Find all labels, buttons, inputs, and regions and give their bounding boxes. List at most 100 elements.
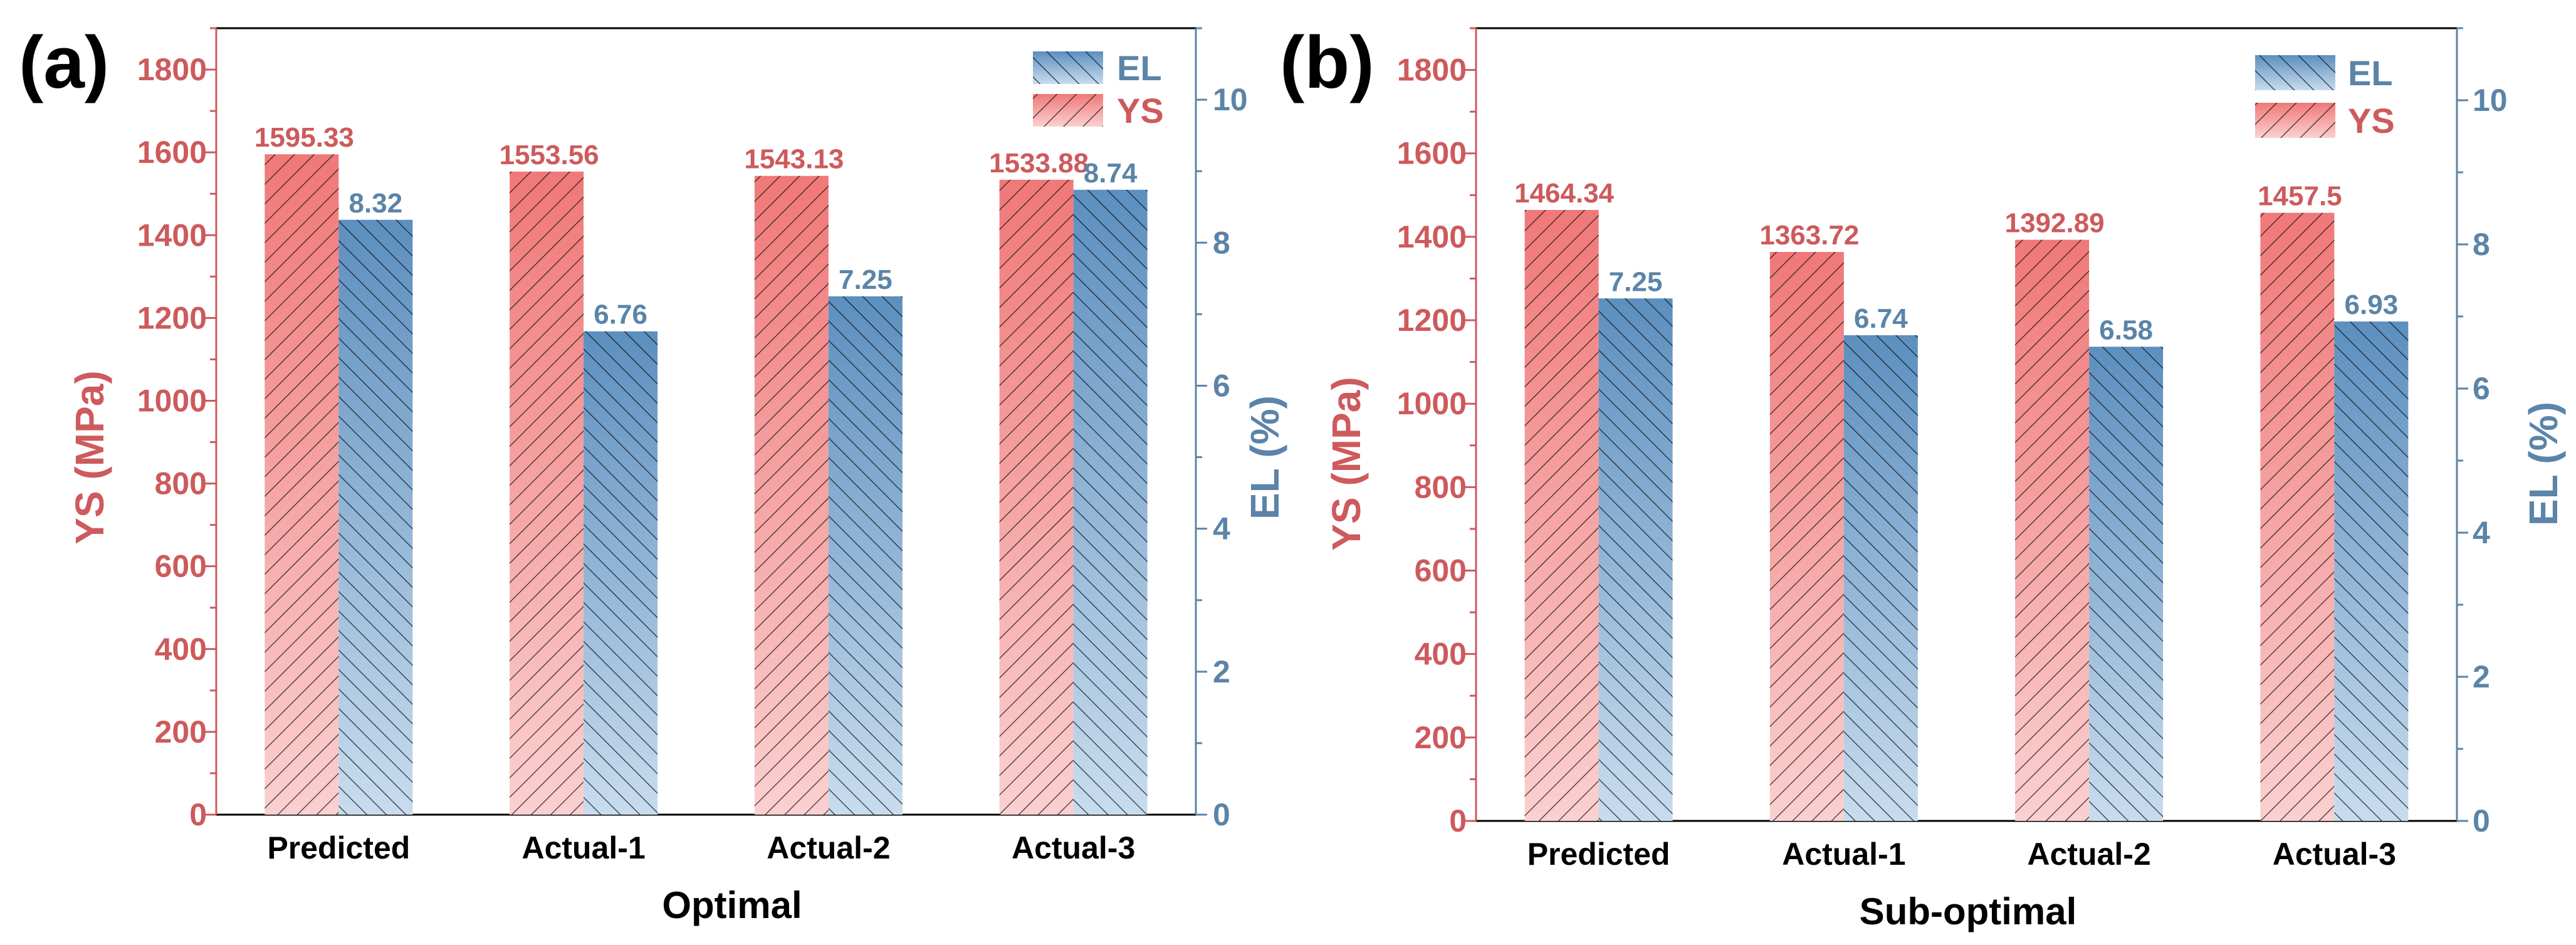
ys-bar-label: 1533.88 [989, 148, 1089, 179]
panel-a-categories: Predicted Actual-1 Actual-2 Actual-3 [267, 830, 1135, 865]
left-tick-label: 200 [155, 714, 207, 749]
category-label: Actual-3 [2273, 837, 2396, 872]
left-tick-label: 1800 [1397, 53, 1467, 88]
category-label: Actual-2 [767, 830, 890, 865]
left-tick-label: 600 [1415, 553, 1467, 588]
el-bar-hatch [338, 219, 413, 815]
left-tick-label: 1600 [1397, 136, 1467, 171]
right-tick-label: 2 [2473, 659, 2490, 694]
panel-b-categories: Predicted Actual-1 Actual-2 Actual-3 [1527, 837, 2396, 872]
ys-bar-label: 1457.5 [2258, 181, 2342, 212]
ys-bar-hatch [2260, 212, 2335, 822]
right-tick-label: 0 [2473, 803, 2490, 838]
el-bar-label: 7.25 [1609, 266, 1663, 297]
panel-a-legend: EL YS [1033, 48, 1164, 130]
el-bar-hatch [1598, 298, 1673, 821]
panel-b-ylabel-right: EL (%) [2521, 402, 2566, 526]
el-bar-label: 7.25 [839, 264, 893, 295]
el-bar-hatch [2089, 347, 2164, 821]
el-bar-hatch [584, 331, 658, 815]
left-tick-label: 600 [155, 549, 207, 584]
panel-b-legend: EL YS [2255, 53, 2395, 140]
left-tick-label: 200 [1415, 720, 1467, 755]
el-bar-hatch [1843, 335, 1918, 821]
left-tick-label: 0 [1449, 803, 1467, 838]
el-bar-hatch [2334, 321, 2409, 821]
left-tick-label: 1600 [137, 135, 207, 170]
ys-bar-hatch [510, 171, 584, 815]
panel-b-legend-ys-hatch [2255, 103, 2335, 138]
category-label: Predicted [1527, 837, 1670, 872]
ys-bar-label: 1543.13 [744, 144, 844, 175]
panel-a-letter: (a) [19, 21, 109, 104]
panel-a-legend-el-hatch [1033, 51, 1103, 84]
left-tick-label: 400 [1415, 637, 1467, 672]
ys-bar-label: 1595.33 [254, 122, 354, 153]
left-tick-label: 1200 [137, 300, 207, 335]
panel-a-legend-ys-label: YS [1117, 91, 1164, 130]
panel-a-xlabel: Optimal [662, 884, 802, 926]
panel-b-left-ticks: 0 200 400 600 800 1000 1200 1400 1600 1800 [1397, 27, 1476, 838]
ys-bar-hatch [1769, 252, 1844, 822]
left-tick-label: 0 [189, 797, 207, 832]
el-bar-label: 6.58 [2099, 315, 2153, 345]
chart-panel-a: (a) 0 200 400 600 800 1000 1200 1400 1600 1800 0 2… [19, 21, 1287, 926]
panel-a-right-ticks: 0 2 4 6 8 10 [1196, 27, 1248, 832]
right-tick-label: 6 [2473, 371, 2490, 406]
ys-bar-label: 1553.56 [500, 140, 599, 170]
right-tick-label: 2 [1213, 654, 1230, 689]
panel-b-legend-ys-label: YS [2348, 101, 2395, 140]
left-tick-label: 1400 [1397, 219, 1467, 254]
category-label: Actual-1 [521, 830, 645, 865]
ys-bar-hatch [264, 154, 339, 815]
right-tick-label: 8 [1213, 225, 1230, 260]
ys-bar-hatch [2015, 239, 2090, 821]
right-tick-label: 10 [1213, 82, 1248, 117]
el-bar-hatch [828, 296, 903, 815]
panel-a-bars [264, 154, 1148, 815]
right-tick-label: 4 [2473, 515, 2490, 550]
left-tick-label: 400 [155, 632, 207, 667]
panel-a-left-ticks: 0 200 400 600 800 1000 1200 1400 1600 1800 [137, 27, 216, 832]
el-bar-label: 8.32 [349, 188, 403, 219]
ys-bar-hatch [999, 179, 1074, 815]
right-tick-label: 10 [2473, 83, 2508, 118]
ys-bar-label: 1363.72 [1759, 220, 1859, 251]
panel-b-legend-el-label: EL [2348, 53, 2393, 93]
right-tick-label: 4 [1213, 511, 1230, 546]
panel-b-ylabel-left: YS (MPa) [1324, 377, 1369, 550]
panel-b-xlabel: Sub-optimal [1860, 890, 2077, 932]
right-tick-label: 0 [1213, 797, 1230, 832]
el-bar-label: 8.74 [1084, 158, 1138, 189]
category-label: Actual-1 [1782, 837, 1905, 872]
ys-bar-label: 1392.89 [2005, 208, 2105, 239]
ys-bar-hatch [1524, 210, 1599, 821]
panel-b-right-ticks: 0 2 4 6 8 10 [2457, 27, 2508, 838]
panel-b-letter: (b) [1280, 21, 1374, 104]
panel-b-bar-labels: 1464.34 7.25 1363.72 6.74 1392.89 6.58 1457.5 6… [1514, 178, 2398, 345]
panel-b-legend-el-hatch [2255, 55, 2335, 90]
panel-b-bars [1524, 210, 2409, 822]
ys-bar-label: 1464.34 [1514, 178, 1615, 209]
category-label: Actual-2 [2027, 837, 2150, 872]
right-tick-label: 6 [1213, 368, 1230, 403]
ys-bar-hatch [754, 175, 829, 815]
panel-a-legend-ys-hatch [1033, 94, 1103, 127]
left-tick-label: 1000 [137, 383, 207, 418]
right-tick-label: 8 [2473, 227, 2490, 262]
chart-panel-b: (b) 0 200 400 600 800 1000 1200 1400 1600 1800 0 2… [1280, 21, 2566, 932]
panel-a-ylabel-right: EL (%) [1242, 395, 1287, 519]
el-bar-label: 6.93 [2345, 290, 2399, 320]
category-label: Predicted [267, 830, 410, 865]
panel-a-ylabel-left: YS (MPa) [67, 370, 112, 544]
el-bar-hatch [1073, 189, 1148, 815]
el-bar-label: 6.74 [1854, 303, 1908, 334]
category-label: Actual-3 [1012, 830, 1135, 865]
el-bar-label: 6.76 [594, 300, 647, 330]
panel-a-legend-el-label: EL [1117, 48, 1162, 88]
left-tick-label: 1000 [1397, 386, 1467, 421]
left-tick-label: 1400 [137, 217, 207, 253]
left-tick-label: 800 [155, 466, 207, 501]
left-tick-label: 1200 [1397, 303, 1467, 338]
